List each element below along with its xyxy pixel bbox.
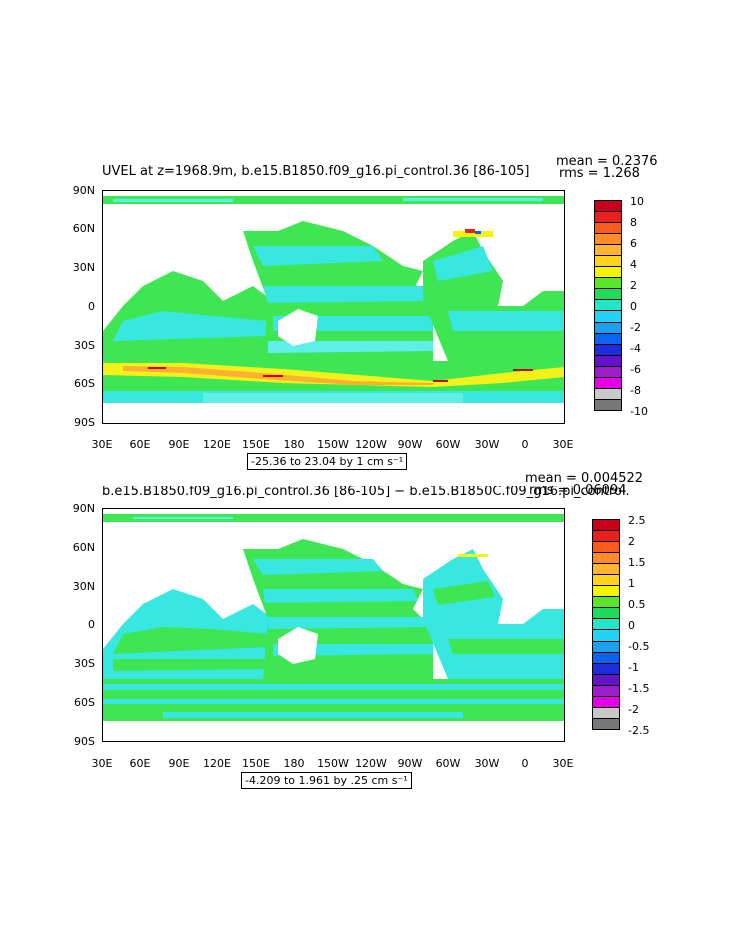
- top-lon-label: 150W: [317, 438, 349, 451]
- colorbar-label: 10: [630, 195, 644, 208]
- bottom-lon-label: 30W: [474, 757, 500, 770]
- bottom-lon-label: 180: [283, 757, 305, 770]
- colorbar-label: 2: [628, 535, 635, 548]
- colorbar-label: -8: [630, 384, 641, 397]
- top-lon-label: 150E: [242, 438, 270, 451]
- bottom-lat-label-60n: 60N: [72, 541, 95, 554]
- colorbar-label: 2: [630, 279, 637, 292]
- bottom-lat-label-30s: 30S: [74, 657, 95, 670]
- top-lat-label-60n: 60N: [72, 222, 95, 235]
- colorbar-label: -1: [628, 661, 639, 674]
- top-lat-label-30s: 30S: [74, 339, 95, 352]
- bottom-title: b.e15.B1850.f09_g16.pi_control.36 [86-10…: [102, 486, 630, 498]
- top-map-frame: [102, 190, 565, 424]
- colorbar-label: 0.5: [628, 598, 646, 611]
- colorbar-swatch: [594, 398, 622, 411]
- bottom-lon-label: 120W: [355, 757, 387, 770]
- colorbar-label: -10: [630, 405, 648, 418]
- bottom-colorbar: [592, 519, 620, 730]
- top-lon-label: 30W: [474, 438, 500, 451]
- colorbar-label: 1: [628, 577, 635, 590]
- colorbar-label: -6: [630, 363, 641, 376]
- top-lon-label: 30E: [552, 438, 574, 451]
- bottom-southern-ocean: [103, 679, 564, 709]
- colorbar-label: 0: [630, 300, 637, 313]
- top-lon-label: 120W: [355, 438, 387, 451]
- top-lat-label-60s: 60S: [74, 377, 95, 390]
- bottom-lat-label-30n: 30N: [72, 580, 95, 593]
- top-map: [103, 191, 564, 423]
- colorbar-label: -1.5: [628, 682, 650, 695]
- bottom-rms-text: rms = 0.06094: [529, 483, 627, 498]
- top-arctic-band: [103, 196, 564, 204]
- top-rms-text: rms = 1.268: [559, 166, 640, 181]
- top-lon-label: 180: [283, 438, 305, 451]
- colorbar-label: -2: [628, 703, 639, 716]
- bottom-lat-label-60s: 60S: [74, 696, 95, 709]
- top-range-box: -25.36 to 23.04 by 1 cm s⁻¹: [247, 453, 408, 470]
- bottom-lon-label: 60E: [129, 757, 151, 770]
- top-lon-label: 90E: [168, 438, 190, 451]
- bottom-lon-label: 30E: [552, 757, 574, 770]
- bottom-lon-label: 60W: [435, 757, 461, 770]
- top-lon-label: 30E: [91, 438, 113, 451]
- bottom-map: [103, 509, 564, 741]
- top-lat-label-90n: 90N: [72, 184, 95, 197]
- colorbar-label: 1.5: [628, 556, 646, 569]
- colorbar-label: -2: [630, 321, 641, 334]
- colorbar-label: -4: [630, 342, 641, 355]
- bottom-lat-label-90s: 90S: [74, 735, 95, 748]
- bottom-map-frame: [102, 508, 565, 742]
- bottom-mean-text: mean = 0.004522: [525, 471, 644, 486]
- bottom-australia-land: [278, 627, 318, 664]
- top-lat-label-30n: 30N: [72, 261, 95, 274]
- colorbar-label: 2.5: [628, 514, 646, 527]
- bottom-lon-label: 150E: [242, 757, 270, 770]
- colorbar-label: 0: [628, 619, 635, 632]
- top-colorbar: [594, 200, 622, 411]
- top-mean-text: mean = 0.2376: [556, 154, 658, 169]
- top-lat-label-0: 0: [88, 300, 95, 313]
- bottom-lon-label: 150W: [317, 757, 349, 770]
- colorbar-swatch: [592, 717, 620, 730]
- colorbar-label: -0.5: [628, 640, 650, 653]
- bottom-lon-label: 120E: [203, 757, 231, 770]
- bottom-lat-label-0: 0: [88, 618, 95, 631]
- colorbar-label: 8: [630, 216, 637, 229]
- top-lon-label: 120E: [203, 438, 231, 451]
- colorbar-label: 4: [630, 258, 637, 271]
- top-lon-label: 0: [521, 438, 529, 451]
- colorbar-label: 6: [630, 237, 637, 250]
- bottom-lon-label: 90W: [397, 757, 423, 770]
- top-australia-land: [278, 309, 318, 346]
- bottom-lon-label: 0: [521, 757, 529, 770]
- colorbar-label: -2.5: [628, 724, 650, 737]
- bottom-lon-label: 30E: [91, 757, 113, 770]
- bottom-lat-label-90n: 90N: [72, 502, 95, 515]
- top-lat-label-90s: 90S: [74, 416, 95, 429]
- top-lon-label: 60E: [129, 438, 151, 451]
- bottom-lon-label: 90E: [168, 757, 190, 770]
- bottom-arctic-band: [103, 514, 564, 522]
- top-lon-label: 90W: [397, 438, 423, 451]
- top-title: UVEL at z=1968.9m, b.e15.B1850.f09_g16.p…: [102, 164, 530, 179]
- top-lon-label: 60W: [435, 438, 461, 451]
- bottom-range-box: -4.209 to 1.961 by .25 cm s⁻¹: [241, 772, 412, 789]
